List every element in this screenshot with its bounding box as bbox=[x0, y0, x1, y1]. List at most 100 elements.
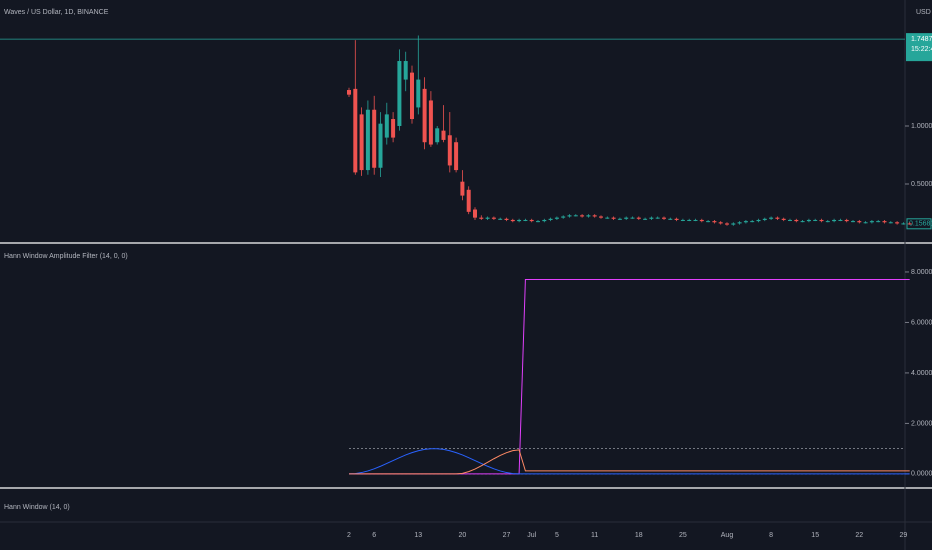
candle-body bbox=[699, 219, 704, 222]
candle-body bbox=[781, 218, 786, 220]
candle-body bbox=[554, 217, 559, 219]
candle-body bbox=[491, 217, 496, 219]
candle-body bbox=[460, 181, 465, 196]
x-tick-label: 15 bbox=[811, 532, 819, 539]
y-tick-label: 8.0000000 bbox=[911, 269, 932, 276]
candle-body bbox=[567, 215, 572, 217]
candle-body bbox=[510, 219, 515, 222]
y-tick-label: 2.0000000 bbox=[911, 420, 932, 427]
candle-body bbox=[819, 219, 824, 222]
candle-body bbox=[372, 109, 377, 168]
candle-body bbox=[384, 114, 389, 138]
x-tick-label: Aug bbox=[721, 532, 734, 539]
candle-body bbox=[498, 218, 503, 220]
currency: USD bbox=[916, 9, 931, 16]
indicator-title: Hann Window (14, 0) bbox=[4, 504, 70, 511]
indicator-title: Hann Window Amplitude Filter (14, 0, 0) bbox=[4, 253, 128, 260]
candle-body bbox=[548, 218, 553, 220]
x-tick-label: 2 bbox=[347, 532, 351, 539]
candle-body bbox=[825, 221, 830, 223]
candle-body bbox=[794, 219, 799, 222]
y-tick-label: 0.0000000 bbox=[911, 471, 932, 478]
candle-body bbox=[895, 222, 900, 224]
candle-body bbox=[378, 123, 383, 168]
candle-body bbox=[680, 219, 685, 221]
candle-body bbox=[851, 221, 855, 223]
y-tick-label: 1.0000000 bbox=[911, 123, 932, 130]
x-tick-label: 25 bbox=[679, 532, 687, 539]
series-line bbox=[349, 449, 910, 475]
candle-body bbox=[888, 222, 893, 224]
candle-body bbox=[718, 222, 723, 224]
candle-body bbox=[857, 221, 862, 223]
x-tick-label: 8 bbox=[769, 532, 773, 539]
candle-body bbox=[479, 217, 484, 219]
candle-body bbox=[561, 216, 566, 218]
candle-body bbox=[731, 223, 736, 225]
x-tick-label: 11 bbox=[591, 532, 598, 539]
series-line bbox=[348, 448, 910, 475]
candle-body bbox=[725, 223, 729, 225]
candle-body bbox=[447, 135, 452, 166]
x-tick-label: 27 bbox=[503, 532, 511, 539]
candle-body bbox=[876, 221, 881, 223]
candle-body bbox=[359, 114, 364, 171]
candle-body bbox=[706, 221, 711, 223]
candle-body bbox=[353, 88, 358, 173]
candle-body bbox=[687, 219, 692, 221]
candle-body bbox=[365, 109, 370, 171]
candle-body bbox=[435, 128, 440, 143]
candle-body bbox=[838, 219, 843, 221]
candle-body bbox=[750, 221, 755, 223]
x-tick-label: 22 bbox=[855, 532, 863, 539]
candle-body bbox=[542, 219, 547, 222]
candle-body bbox=[674, 218, 679, 220]
candle-body bbox=[668, 218, 673, 220]
candle-body bbox=[403, 61, 408, 80]
candle-body bbox=[788, 219, 792, 221]
candle-body bbox=[800, 221, 805, 223]
candle-body bbox=[813, 219, 818, 221]
candle-body bbox=[901, 223, 906, 225]
candle-body bbox=[769, 217, 774, 219]
candle-body bbox=[416, 79, 421, 108]
candle-body bbox=[485, 217, 490, 219]
candle-body bbox=[529, 219, 534, 222]
x-tick-label: 6 bbox=[372, 532, 376, 539]
candle-body bbox=[410, 72, 414, 120]
x-tick-label: Jul bbox=[527, 532, 536, 539]
candle-body bbox=[504, 218, 509, 220]
candle-body bbox=[592, 215, 597, 217]
x-tick-label: 20 bbox=[459, 532, 467, 539]
candle-body bbox=[649, 217, 654, 219]
candle-body bbox=[643, 218, 648, 220]
candle-body bbox=[586, 215, 591, 217]
candle-body bbox=[523, 219, 528, 221]
x-tick-label: 29 bbox=[900, 532, 908, 539]
candle-body bbox=[655, 217, 660, 219]
candle-body bbox=[611, 217, 616, 219]
candle-body bbox=[636, 217, 641, 219]
candle-body bbox=[599, 216, 603, 218]
candle-body bbox=[517, 219, 522, 222]
candle-body bbox=[422, 88, 427, 143]
candle-body bbox=[743, 221, 748, 223]
candle-body bbox=[347, 90, 351, 95]
price-tag bbox=[906, 33, 932, 62]
candle-body bbox=[630, 217, 635, 219]
candle-body bbox=[391, 119, 396, 138]
symbol-title: Waves / US Dollar, 1D, BINANCE bbox=[4, 9, 109, 16]
candle-body bbox=[441, 130, 446, 140]
y-tick-label: 0.5000000 bbox=[911, 181, 932, 188]
candle-body bbox=[756, 219, 761, 222]
candle-body bbox=[624, 217, 629, 219]
candle-body bbox=[573, 215, 578, 217]
candle-body bbox=[712, 221, 717, 223]
last-price-tag bbox=[906, 218, 932, 230]
x-tick-label: 13 bbox=[414, 532, 422, 539]
candle-body bbox=[869, 221, 874, 223]
candle-body bbox=[806, 219, 811, 222]
candle-body bbox=[617, 218, 622, 220]
